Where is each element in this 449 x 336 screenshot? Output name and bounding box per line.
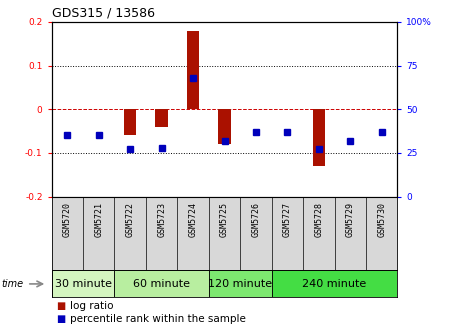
- Text: 30 minute: 30 minute: [55, 279, 111, 289]
- Text: GSM5724: GSM5724: [189, 202, 198, 237]
- Text: GSM5725: GSM5725: [220, 202, 229, 237]
- Text: GSM5727: GSM5727: [283, 202, 292, 237]
- Text: ■: ■: [56, 314, 66, 324]
- Bar: [114, 270, 209, 297]
- Text: 60 minute: 60 minute: [133, 279, 190, 289]
- Text: GSM5730: GSM5730: [377, 202, 386, 237]
- Bar: [272, 270, 397, 297]
- Text: GSM5721: GSM5721: [94, 202, 103, 237]
- Text: GDS315 / 13586: GDS315 / 13586: [52, 6, 154, 19]
- Bar: [187, 31, 199, 109]
- Text: GSM5729: GSM5729: [346, 202, 355, 237]
- Bar: [52, 270, 114, 297]
- Text: GSM5720: GSM5720: [63, 202, 72, 237]
- Text: percentile rank within the sample: percentile rank within the sample: [70, 314, 246, 324]
- Text: 240 minute: 240 minute: [302, 279, 367, 289]
- Text: ■: ■: [56, 301, 66, 311]
- Text: GSM5723: GSM5723: [157, 202, 166, 237]
- Text: 120 minute: 120 minute: [208, 279, 272, 289]
- Text: GSM5726: GSM5726: [251, 202, 260, 237]
- Bar: [155, 109, 168, 127]
- Text: GSM5728: GSM5728: [314, 202, 323, 237]
- Bar: [218, 109, 231, 144]
- Bar: [209, 270, 272, 297]
- Text: time: time: [1, 279, 23, 289]
- Text: GSM5722: GSM5722: [126, 202, 135, 237]
- Text: log ratio: log ratio: [70, 301, 113, 311]
- Bar: [313, 109, 325, 166]
- Bar: [124, 109, 136, 135]
